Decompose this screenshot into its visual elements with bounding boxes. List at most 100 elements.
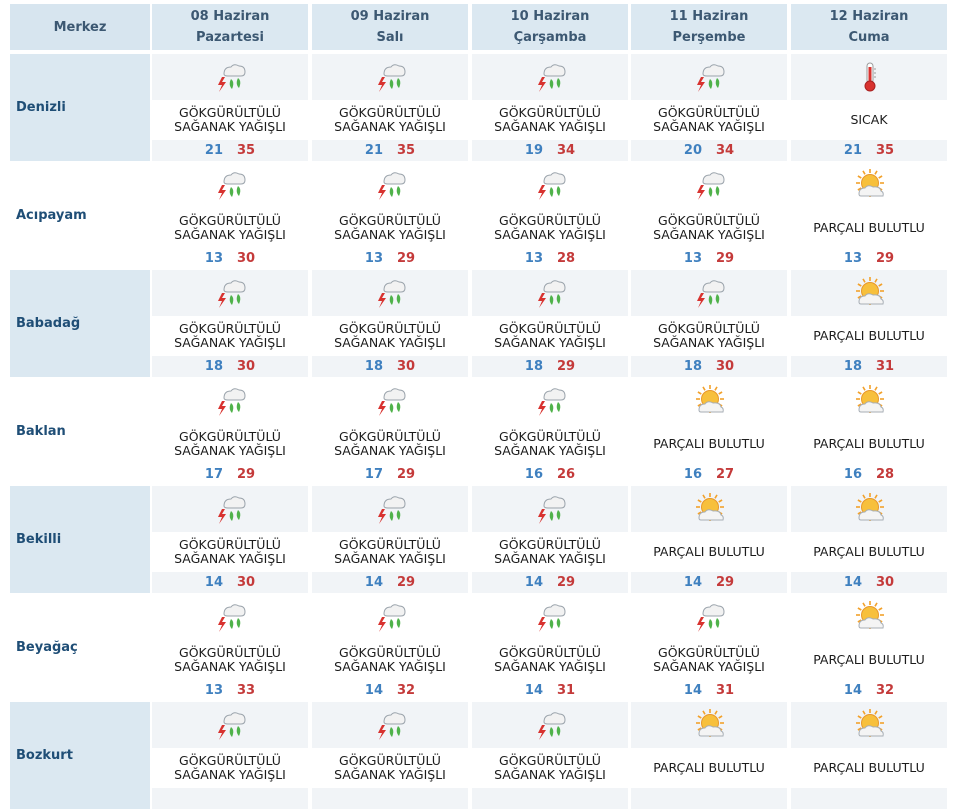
min-temp: 14 [364, 683, 383, 698]
temperature-pair: 14 29 [312, 572, 468, 593]
max-temp: 32 [876, 683, 895, 698]
min-temp: 14 [683, 575, 702, 590]
condition-text: PARÇALI BULUTLU [791, 208, 947, 248]
forecast-cell: GÖKGÜRÜLTÜLÜ SAĞANAK YAĞIŞLI 21 35 [152, 54, 308, 161]
temperature-pair: 13 29 [791, 248, 947, 269]
condition-line: SAĞANAK YAĞIŞLI [653, 659, 765, 674]
condition-line: SAĞANAK YAĞIŞLI [494, 767, 606, 782]
thunderstorm-icon [374, 168, 408, 202]
condition-line: PARÇALI BULUTLU [813, 544, 925, 559]
min-temp: 21 [204, 143, 223, 158]
condition-line: SAĞANAK YAĞIŞLI [174, 659, 286, 674]
forecast-cell: GÖKGÜRÜLTÜLÜ SAĞANAK YAĞIŞLI 14 30 [152, 486, 308, 593]
max-temp: 30 [237, 359, 256, 374]
max-temp: 30 [237, 251, 256, 266]
thunderstorm-icon [374, 600, 408, 634]
partly-cloudy-icon [853, 708, 887, 742]
thunderstorm-icon [374, 384, 408, 418]
condition-line: SICAK [850, 112, 888, 127]
min-temp: 14 [524, 683, 543, 698]
icon-area [472, 270, 628, 316]
temperature-pair: 13 29 [312, 248, 468, 269]
temperature-pair: 18 30 [152, 356, 308, 377]
condition-line: SAĞANAK YAĞIŞLI [494, 227, 606, 242]
thunderstorm-icon [214, 168, 248, 202]
icon-area [472, 162, 628, 208]
condition-text: GÖKGÜRÜLTÜLÜ SAĞANAK YAĞIŞLI [312, 208, 468, 248]
temperature-pair [631, 788, 787, 809]
condition-line: GÖKGÜRÜLTÜLÜ [499, 213, 601, 228]
icon-area [472, 702, 628, 748]
icon-area [791, 702, 947, 748]
forecast-cell: PARÇALI BULUTLU 16 27 [631, 378, 787, 485]
condition-line: GÖKGÜRÜLTÜLÜ [499, 429, 601, 444]
forecast-cell: PARÇALI BULUTLU 16 28 [791, 378, 947, 485]
city-row: Denizli GÖKGÜRÜLTÜLÜ SAĞANAK YAĞIŞLI 21 35 GÖ… [0, 54, 966, 161]
forecast-cell: GÖKGÜRÜLTÜLÜ SAĞANAK YAĞIŞLI 13 28 [472, 162, 628, 269]
min-temp: 14 [524, 575, 543, 590]
icon-area [791, 378, 947, 424]
condition-line: SAĞANAK YAĞIŞLI [174, 443, 286, 458]
max-temp: 31 [876, 359, 895, 374]
temperature-pair: 14 31 [631, 680, 787, 701]
max-temp: 32 [397, 683, 416, 698]
forecast-cell: PARÇALI BULUTLU 18 31 [791, 270, 947, 377]
condition-text: PARÇALI BULUTLU [791, 424, 947, 464]
thunderstorm-icon [534, 708, 568, 742]
condition-line: GÖKGÜRÜLTÜLÜ [499, 105, 601, 120]
temperature-pair: 21 35 [312, 140, 468, 161]
thunderstorm-icon [374, 492, 408, 526]
min-temp: 16 [524, 467, 543, 482]
min-temp: 17 [364, 467, 383, 482]
forecast-cell: PARÇALI BULUTLU 14 32 [791, 594, 947, 701]
icon-area [312, 486, 468, 532]
header-date: 10 Haziran [510, 9, 590, 24]
condition-line: SAĞANAK YAĞIŞLI [494, 119, 606, 134]
thunderstorm-icon [534, 384, 568, 418]
condition-text: GÖKGÜRÜLTÜLÜ SAĞANAK YAĞIŞLI [312, 424, 468, 464]
condition-line: GÖKGÜRÜLTÜLÜ [499, 321, 601, 336]
icon-area [631, 486, 787, 532]
temperature-pair: 13 29 [631, 248, 787, 269]
forecast-cell: PARÇALI BULUTLU 14 30 [791, 486, 947, 593]
icon-area [152, 594, 308, 640]
condition-line: GÖKGÜRÜLTÜLÜ [339, 321, 441, 336]
condition-text: GÖKGÜRÜLTÜLÜ SAĞANAK YAĞIŞLI [312, 316, 468, 356]
condition-text: PARÇALI BULUTLU [791, 640, 947, 680]
condition-line: GÖKGÜRÜLTÜLÜ [658, 105, 760, 120]
header-weekday: Cuma [848, 30, 890, 45]
min-temp: 13 [204, 251, 223, 266]
forecast-cell: PARÇALI BULUTLU [791, 702, 947, 809]
max-temp: 30 [237, 575, 256, 590]
icon-area [472, 594, 628, 640]
temperature-pair: 14 29 [631, 572, 787, 593]
header-row: Merkez 08 Haziran Pazartesi 09 Haziran Salı… [0, 0, 966, 52]
temperature-pair: 17 29 [152, 464, 308, 485]
condition-text: GÖKGÜRÜLTÜLÜ SAĞANAK YAĞIŞLI [312, 100, 468, 140]
icon-area [472, 378, 628, 424]
min-temp: 19 [524, 143, 543, 158]
forecast-cell: GÖKGÜRÜLTÜLÜ SAĞANAK YAĞIŞLI 18 30 [631, 270, 787, 377]
forecast-cell: GÖKGÜRÜLTÜLÜ SAĞANAK YAĞIŞLI 18 30 [312, 270, 468, 377]
city-name: Denizli [10, 54, 150, 161]
max-temp: 31 [716, 683, 735, 698]
header-merkez: Merkez [10, 4, 150, 50]
forecast-cell: GÖKGÜRÜLTÜLÜ SAĞANAK YAĞIŞLI 14 31 [472, 594, 628, 701]
temperature-pair: 14 32 [791, 680, 947, 701]
temperature-pair: 13 30 [152, 248, 308, 269]
max-temp: 29 [557, 359, 576, 374]
thunderstorm-icon [693, 168, 727, 202]
condition-line: SAĞANAK YAĞIŞLI [653, 227, 765, 242]
temperature-pair: 18 29 [472, 356, 628, 377]
forecast-cell: GÖKGÜRÜLTÜLÜ SAĞANAK YAĞIŞLI 16 26 [472, 378, 628, 485]
min-temp: 16 [843, 467, 862, 482]
partly-cloudy-icon [853, 276, 887, 310]
forecast-cell: GÖKGÜRÜLTÜLÜ SAĞANAK YAĞIŞLI 13 29 [312, 162, 468, 269]
condition-line: SAĞANAK YAĞIŞLI [653, 335, 765, 350]
header-day: 11 Haziran Perşembe [631, 4, 787, 50]
header-date: 11 Haziran [669, 9, 749, 24]
condition-line: PARÇALI BULUTLU [653, 436, 765, 451]
icon-area [631, 54, 787, 100]
icon-area [472, 54, 628, 100]
city-name: Bozkurt [10, 702, 150, 809]
